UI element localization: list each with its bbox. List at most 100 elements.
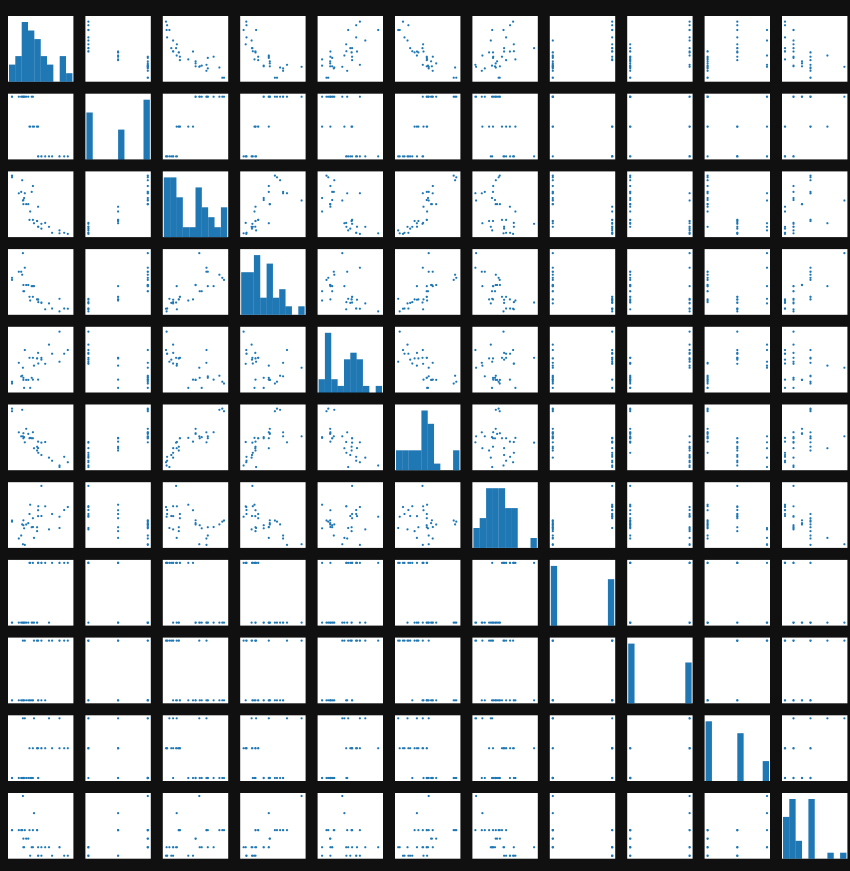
scatter-point (411, 854, 414, 857)
scatter-point (87, 456, 90, 459)
scatter-point (422, 854, 425, 857)
panel-background (85, 793, 151, 859)
scatter-point (688, 543, 691, 546)
scatter-point (765, 543, 769, 546)
scatter-point (40, 301, 43, 304)
scatter-point (398, 310, 401, 313)
scatter-point (629, 509, 632, 512)
scatter-point (736, 227, 739, 230)
scatter-point (10, 520, 14, 523)
panel-background (85, 16, 151, 82)
scatter-point (425, 846, 428, 849)
scatter-point (255, 360, 258, 363)
scatter-point (333, 408, 336, 411)
scatter-point (783, 20, 787, 23)
scatter-point (262, 386, 265, 389)
scatter-point (474, 441, 477, 444)
panel-background (395, 249, 461, 315)
scatter-point (497, 76, 500, 79)
scatter-point (10, 176, 14, 179)
scatter-point (435, 95, 438, 98)
scatter-point (512, 221, 515, 224)
scatter-point (792, 717, 795, 720)
scatter-point (242, 639, 245, 642)
scatter-point (736, 295, 739, 298)
scatter-point (187, 58, 190, 61)
scatter-point (165, 464, 168, 467)
scatter-point (333, 829, 336, 832)
scatter-point (275, 520, 279, 523)
scatter-point (285, 543, 289, 547)
scatter-point (800, 203, 804, 206)
scatter-point (146, 794, 149, 798)
scatter-point (20, 190, 23, 193)
scatter-point (351, 512, 354, 516)
scatter-point (10, 95, 14, 98)
scatter-point (31, 437, 34, 440)
scatter-point (551, 54, 554, 57)
scatter-point (166, 24, 169, 27)
panel-r5-c4 (317, 404, 383, 471)
scatter-point (611, 437, 614, 440)
scatter-point (629, 382, 632, 385)
scatter-point (351, 747, 354, 750)
scatter-point (474, 348, 477, 352)
hist-bar (118, 129, 125, 160)
scatter-point (736, 301, 739, 304)
scatter-point (10, 278, 14, 281)
scatter-point (21, 639, 24, 642)
scatter-point (300, 794, 303, 798)
scatter-point (333, 66, 336, 69)
scatter-point (435, 776, 438, 780)
scatter-point (629, 179, 632, 182)
scatter-point (31, 218, 34, 221)
scatter-point (511, 747, 515, 750)
scatter-point (809, 218, 812, 221)
scatter-point (611, 455, 614, 458)
scatter-point (275, 776, 279, 780)
scatter-point (172, 298, 175, 301)
scatter-point (117, 356, 120, 359)
scatter-point (177, 639, 180, 642)
scatter-point (426, 503, 429, 506)
panel-background (782, 404, 848, 471)
scatter-point (509, 155, 512, 158)
scatter-point (331, 846, 334, 849)
scatter-point (629, 376, 632, 379)
scatter-point (164, 20, 168, 23)
panel-r0-c3 (240, 16, 306, 82)
scatter-point (629, 125, 632, 128)
scatter-point (431, 378, 434, 381)
scatter-point (242, 155, 245, 158)
hist-bar (492, 488, 499, 548)
scatter-point (551, 270, 554, 273)
scatter-point (31, 356, 34, 359)
scatter-point (483, 95, 486, 98)
scatter-point (688, 36, 691, 39)
scatter-point (27, 522, 30, 525)
scatter-point (331, 285, 334, 288)
scatter-point (421, 829, 424, 832)
scatter-point (146, 382, 149, 385)
scatter-point (358, 829, 361, 832)
scatter-point (205, 431, 208, 434)
scatter-point (706, 378, 709, 381)
scatter-point (629, 174, 632, 177)
scatter-point (736, 50, 739, 53)
scatter-point (267, 190, 270, 193)
scatter-point (498, 65, 501, 68)
scatter-point (28, 125, 31, 128)
scatter-point (688, 298, 691, 301)
scatter-point (611, 298, 614, 301)
scatter-point (500, 125, 504, 128)
scatter-point (222, 699, 226, 702)
scatter-point (146, 179, 149, 182)
scatter-point (792, 310, 795, 313)
scatter-point (809, 520, 812, 523)
scatter-point (533, 47, 536, 50)
scatter-point (146, 534, 149, 537)
panel-r7-c6 (472, 559, 538, 626)
scatter-point (765, 125, 769, 128)
scatter-point (792, 484, 795, 487)
scatter-point (36, 357, 39, 360)
